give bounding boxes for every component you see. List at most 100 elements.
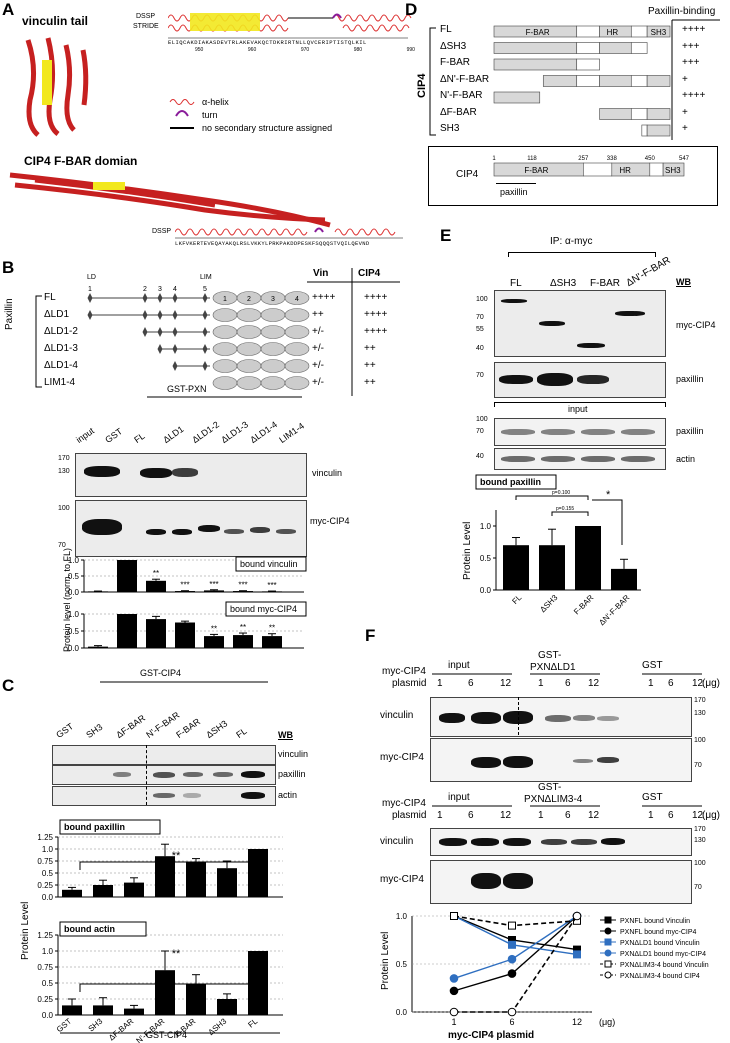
- plasmid-amount: 1: [538, 678, 544, 689]
- f-mw-130b: 130: [694, 837, 706, 844]
- paxillin-row-name: FL: [44, 292, 56, 303]
- c-vinculin-blot: [52, 745, 276, 765]
- domain-block: [576, 58, 600, 71]
- y-tick-label: 0.5: [42, 979, 54, 988]
- map-position: 338: [607, 156, 618, 162]
- chart-title-box: [59, 921, 147, 937]
- y-tick-label: 0.0: [396, 1008, 408, 1017]
- seq-tick: 980: [353, 47, 363, 53]
- cip4-sequence: LKFVKERTEVEQAYAKQLRSLVKKYLPRKPAKDDPESKFS…: [175, 240, 370, 247]
- cip4-binding: ++: [364, 377, 376, 388]
- y-tick-label: 0.25: [37, 881, 53, 890]
- sig-mark: **: [240, 623, 246, 632]
- wb-label-e: WB: [676, 277, 691, 287]
- legend-marker: [604, 960, 612, 968]
- f-plasmid-label-2: plasmid: [392, 678, 427, 689]
- x-tick-label: F-BAR: [173, 1016, 197, 1038]
- f-mw-130: 130: [694, 710, 706, 717]
- chart-title: bound actin: [64, 924, 115, 934]
- paxillin-binding-value: +++: [682, 40, 700, 52]
- domain-block: [630, 108, 648, 120]
- e-input-paxillin-blot: [494, 418, 666, 446]
- dssp-label-1: DSSP: [136, 13, 156, 20]
- f-myc-cip4-blot-top: [430, 738, 692, 782]
- f-mw-170: 170: [694, 697, 706, 704]
- cip4-binding: ++++: [364, 292, 388, 303]
- chart-title-box: [225, 601, 307, 617]
- paxillin-row-name: ΔLD1: [44, 309, 70, 320]
- series-marker: [507, 954, 517, 964]
- c-blot-paxillin: paxillin: [278, 769, 306, 779]
- sig-mark: **: [153, 569, 159, 578]
- paxillin-row-name: ΔLD1-2: [44, 326, 78, 337]
- f-plasmid-label-2b: plasmid: [392, 810, 427, 821]
- plasmid-amount: 12: [588, 678, 600, 689]
- chart-title: bound paxillin: [64, 822, 125, 832]
- panel-d-letter: D: [405, 0, 418, 19]
- legend-marker: [604, 938, 612, 946]
- bar: [217, 868, 237, 897]
- mw-marker: 100: [476, 296, 488, 303]
- domain-sh3: SH3: [651, 28, 667, 37]
- x-tick-label: 1: [451, 1017, 456, 1027]
- x-tick-label: FL: [510, 593, 523, 606]
- y-tick-label: 0.0: [42, 1011, 54, 1020]
- domain-block: [599, 108, 632, 120]
- y-tick-label: 0.5: [68, 627, 80, 636]
- e-mw2: 70: [476, 372, 484, 379]
- f-vinculin-blot-bottom: [430, 828, 692, 856]
- sig-mark: ***: [180, 581, 189, 590]
- chart-title: bound myc-CIP4: [230, 604, 297, 614]
- cip4-domain-map: [428, 146, 718, 206]
- y-tick-label: 1.0: [396, 912, 408, 921]
- f-blot-vinculin-bottom: vinculin: [380, 836, 414, 847]
- mw-130: 130: [58, 468, 70, 475]
- sig-mark: *: [606, 489, 611, 501]
- mw-100: 100: [58, 505, 70, 512]
- cip4-binding: ++: [364, 360, 376, 371]
- series-marker: [508, 921, 516, 930]
- panel-f-letter: F: [365, 626, 376, 645]
- domain-block: [630, 42, 648, 54]
- y-tick-label: 1.25: [37, 833, 53, 842]
- mw-marker: 55: [476, 326, 484, 333]
- plasmid-amount: 6: [468, 810, 474, 821]
- domain-block: [630, 25, 648, 38]
- map-paxillin-label: paxillin: [500, 187, 528, 197]
- x-tick-label: SH3: [87, 1016, 105, 1033]
- legend-label: PXNΔLD1 bound myc-CIP4: [620, 951, 706, 958]
- series-marker: [449, 974, 459, 983]
- f-group-gst: GST: [642, 660, 663, 671]
- f-vinculin-blot-top: [430, 697, 692, 737]
- y-tick-label: 1.0: [42, 947, 54, 956]
- e-input-label: input: [568, 404, 588, 414]
- f-plasmid-label-1b: myc-CIP4: [382, 798, 426, 809]
- blot-label-myc-cip4: myc-CIP4: [310, 516, 350, 526]
- plasmid-amount: 1: [437, 678, 443, 689]
- series-marker: [508, 940, 516, 949]
- paxillin-binding-value: ++++: [682, 24, 706, 35]
- bar: [262, 591, 282, 592]
- bar: [248, 849, 268, 897]
- e-mw3b: 70: [476, 428, 484, 435]
- f-myc-cip4-blot-bottom: [430, 860, 692, 904]
- bar: [233, 635, 253, 648]
- domain-block: [576, 25, 600, 38]
- domain-block: [493, 91, 541, 104]
- cip4-row-name: ΔF-BAR: [440, 106, 477, 118]
- bar: [186, 984, 206, 1015]
- domain-block: [646, 25, 671, 38]
- bar: [262, 636, 282, 648]
- map-domain-block: [582, 162, 613, 177]
- panel-e-letter: E: [440, 226, 452, 245]
- mw-70: 70: [58, 542, 66, 549]
- x-tick-label: ΔSH3: [538, 593, 560, 615]
- pval-bracket-1: [515, 495, 589, 500]
- f-group-gst-b: GST: [642, 792, 663, 803]
- e-blot-myc-cip4: myc-CIP4: [676, 320, 716, 330]
- cip4-binding: ++++: [364, 309, 388, 320]
- e-blot-input-paxillin: paxillin: [676, 426, 704, 436]
- vin-binding: ++: [312, 309, 324, 320]
- x-unit: (μg): [599, 1017, 615, 1027]
- sig-bracket-e: [592, 499, 623, 545]
